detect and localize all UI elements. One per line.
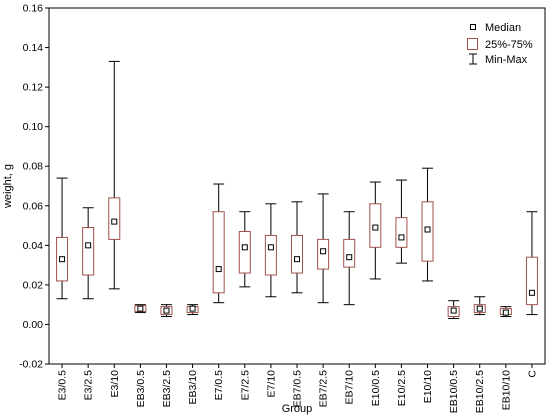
y-tick-label: -0.02 (19, 359, 43, 371)
plot-frame (48, 7, 546, 365)
legend-label-whisker: Min-Max (485, 54, 528, 66)
x-tick-label: EB10/0.5 (448, 370, 460, 413)
x-tick-label: E3/0.5 (57, 370, 69, 401)
x-axis-title: Group (282, 403, 313, 415)
y-axis: -0.02 0.00 0.02 0.04 0.06 0.08 0.10 0.12 0.14 0.1… (19, 3, 49, 371)
median-marker (215, 266, 222, 273)
x-tick-label: E7/0.5 (213, 370, 225, 401)
legend-box-marker (467, 38, 478, 50)
box-group (264, 203, 277, 298)
x-tick-label: EB10/10 (500, 370, 512, 410)
x-tick-label: E10/0.5 (370, 370, 382, 406)
median-marker (163, 307, 170, 314)
x-tick-label: EB3/0.5 (135, 370, 147, 408)
x-tick-label: E7/10 (265, 370, 277, 398)
box-group (525, 211, 538, 316)
x-axis: E3/0.5 E3/2.5 E3/10 EB3/0.5 EB3/2.5 EB3/10 E7/… (57, 364, 538, 413)
x-tick-label: E7/2.5 (239, 370, 251, 401)
x-tick-label: EB3/10 (187, 370, 199, 405)
box-group (108, 60, 121, 290)
iqr-box (525, 256, 538, 306)
y-tick-label: 0.00 (23, 319, 44, 331)
x-tick-label: E10/2.5 (396, 370, 408, 406)
legend-median-marker (470, 24, 476, 30)
median-marker (320, 248, 327, 255)
box-group (238, 211, 251, 288)
x-tick-label: EB7/0.5 (292, 370, 304, 408)
x-tick-label: E3/2.5 (83, 370, 95, 401)
box-group (499, 306, 512, 318)
median-marker (59, 256, 66, 263)
y-tick-label: 0.06 (23, 200, 44, 212)
iqr-box (343, 238, 356, 268)
box-group (369, 181, 382, 280)
box-group (186, 304, 199, 316)
box-group (160, 304, 173, 318)
box-series (56, 60, 538, 320)
box-group (473, 296, 486, 316)
median-marker (424, 226, 431, 233)
y-tick-label: 0.12 (23, 82, 44, 94)
box-group (134, 304, 147, 314)
median-marker (528, 289, 535, 296)
box-group (82, 207, 95, 300)
median-marker (372, 224, 379, 231)
y-tick-label: 0.16 (23, 3, 44, 15)
median-marker (346, 254, 353, 261)
median-marker (111, 218, 118, 225)
median-marker (398, 234, 405, 241)
median-marker (476, 305, 483, 312)
iqr-box (291, 234, 303, 274)
box-group (212, 183, 225, 304)
iqr-box (238, 230, 251, 274)
box-group (291, 201, 303, 294)
y-tick-label: 0.04 (23, 240, 44, 252)
x-tick-label: E10/10 (422, 370, 434, 403)
box-group (395, 179, 408, 264)
y-tick-label: 0.08 (23, 161, 44, 173)
x-tick-label: C (526, 370, 538, 378)
median-marker (502, 309, 509, 316)
x-tick-label: EB7/10 (344, 370, 356, 405)
y-tick-label: 0.14 (23, 42, 44, 54)
iqr-box (82, 227, 95, 276)
iqr-box (395, 217, 408, 248)
median-marker (189, 305, 196, 312)
box-group (317, 193, 330, 304)
median-marker (450, 307, 457, 314)
y-tick-label: 0.02 (23, 279, 44, 291)
x-tick-label: E3/10 (109, 370, 121, 398)
iqr-box (212, 211, 225, 294)
y-axis-title: weight, g (2, 164, 14, 209)
y-tick-label: 0.10 (23, 121, 44, 133)
legend: Median 25%-75% Min-Max (467, 22, 533, 66)
median-marker (241, 244, 248, 251)
x-tick-label: EB7/2.5 (318, 370, 330, 408)
box-group (56, 177, 69, 300)
legend-label-median: Median (485, 22, 521, 34)
x-tick-label: EB10/2.5 (474, 370, 486, 413)
median-marker (137, 305, 144, 312)
box-group (447, 300, 460, 320)
median-marker (267, 244, 274, 251)
box-group (343, 211, 356, 306)
box-group (421, 167, 434, 282)
legend-label-box: 25%-75% (485, 39, 533, 51)
median-marker (294, 256, 300, 263)
x-tick-label: EB3/2.5 (161, 370, 173, 408)
median-marker (85, 242, 92, 249)
legend-whisker-marker (469, 53, 477, 65)
iqr-box (264, 234, 277, 276)
